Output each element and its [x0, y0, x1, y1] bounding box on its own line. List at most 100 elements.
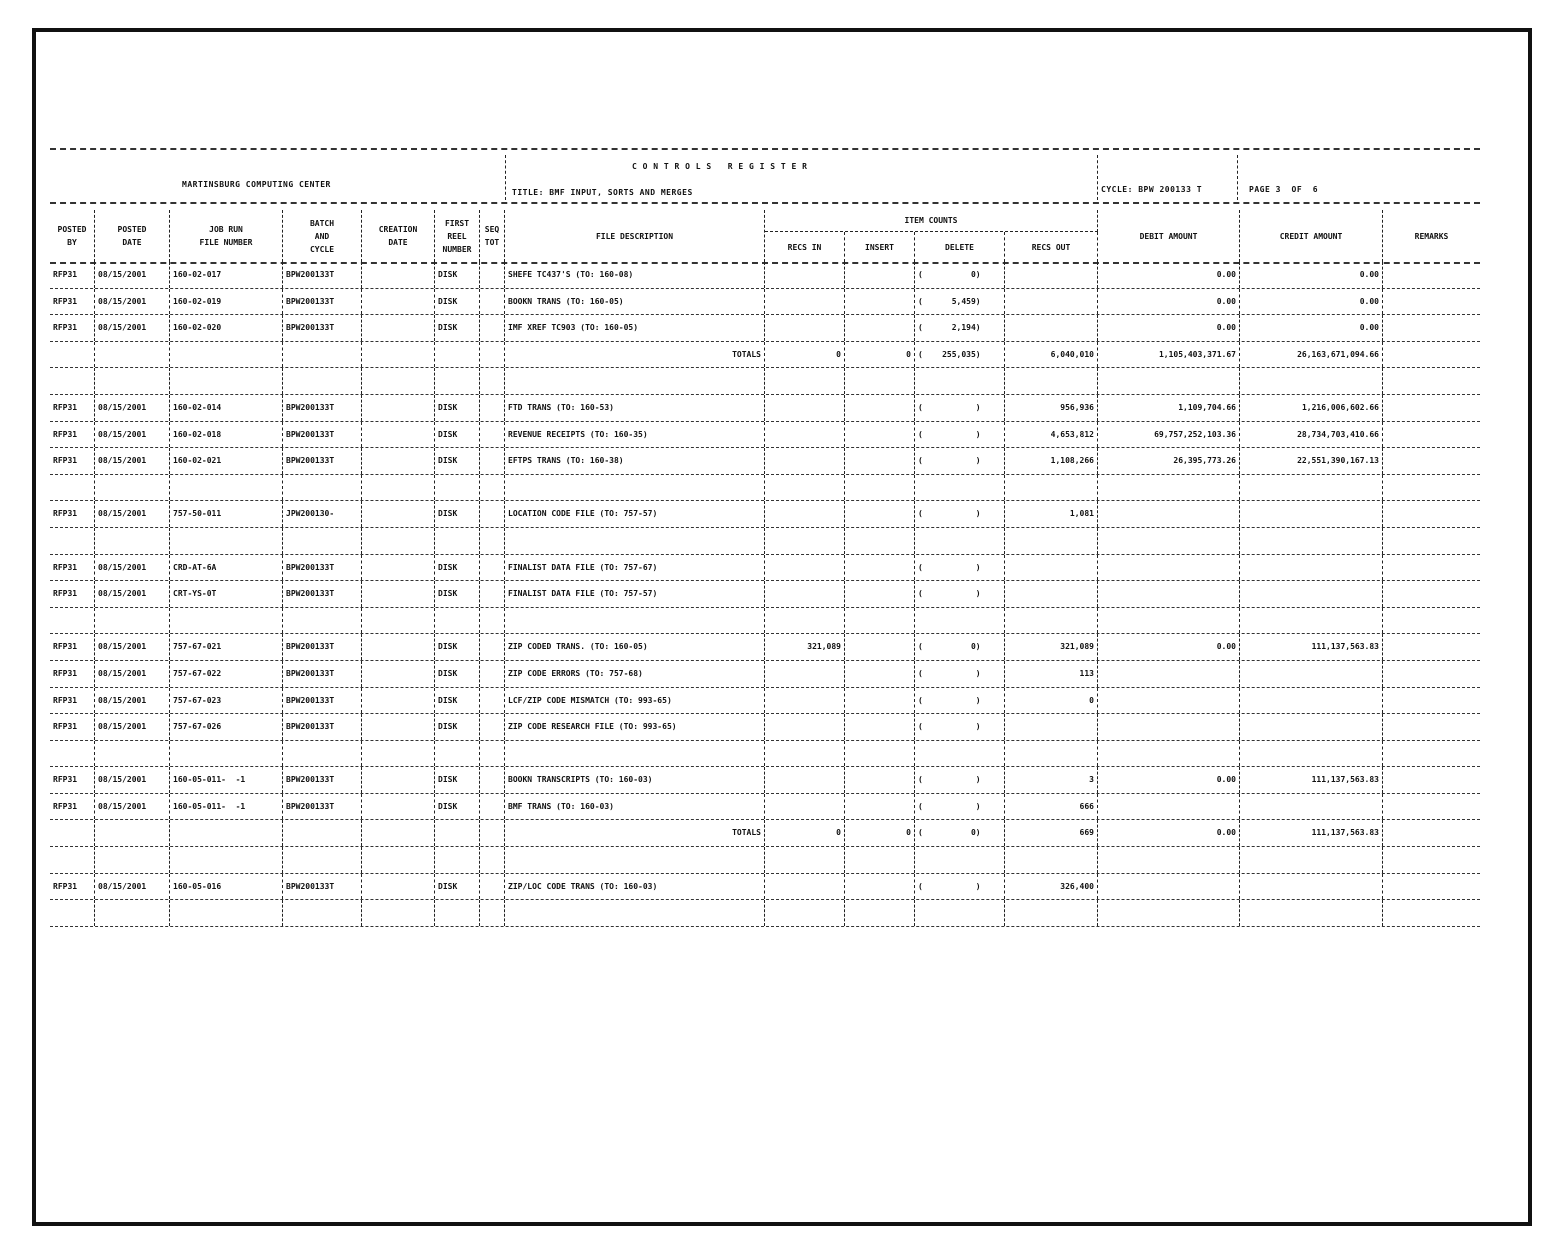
cell-insert [845, 740, 915, 767]
cell-recs-out [1005, 900, 1098, 926]
cell-file-description: TOTALS [505, 341, 765, 368]
cell-creation-date [362, 262, 435, 288]
cell-creation-date [362, 873, 435, 900]
cell-batch-cycle: BPW200133T [283, 554, 362, 581]
cell-creation-date [362, 527, 435, 554]
cell-creation-date [362, 793, 435, 820]
cell-posted-date: 08/15/2001 [95, 262, 170, 288]
cell-job-run-file-number: 160-02-014 [170, 394, 283, 421]
cell-creation-date [362, 501, 435, 527]
cell-remarks [1383, 501, 1480, 527]
cell-remarks [1383, 741, 1480, 767]
cell-recs-in: 0 [765, 341, 845, 368]
cell-seq-tot [480, 767, 505, 793]
cell-recs-in [765, 501, 845, 527]
cell-job-run-file-number: 160-02-019 [170, 288, 283, 315]
cell-file-description [505, 474, 765, 501]
cell-first-reel [435, 474, 480, 501]
cell-posted-by: RFP31 [50, 687, 95, 714]
cell-recs-out: 1,108,266 [1005, 448, 1098, 474]
cell-recs-out [1005, 288, 1098, 315]
cell-debit-amount [1098, 714, 1240, 740]
cell-recs-in: 321,089 [765, 634, 845, 660]
cell-batch-cycle: BPW200133T [283, 793, 362, 820]
cell-remarks [1383, 794, 1480, 820]
table-row: RFP31 08/15/2001 160-05-011- -1 BPW200133T D… [50, 767, 1480, 794]
cell-job-run-file-number: CRT-YS-0T [170, 581, 283, 607]
col-posted-by: POSTED BY [50, 210, 95, 262]
column-header-row: POSTED BY POSTED DATE JOB RUN FILE NUMBER B… [50, 210, 1480, 262]
table-row: RFP31 08/15/2001 160-02-014 BPW200133T DISK F… [50, 394, 1480, 422]
cell-file-description [505, 740, 765, 767]
cell-insert [845, 634, 915, 660]
cell-delete: ( ) [915, 873, 1005, 900]
cell-seq-tot [480, 607, 505, 634]
cell-posted-by [50, 740, 95, 767]
cell-job-run-file-number: 160-02-017 [170, 262, 283, 288]
cell-credit-amount: 22,551,390,167.13 [1240, 448, 1383, 474]
register-table-body: RFP31 08/15/2001 160-02-017 BPW200133T DISK S… [50, 262, 1480, 927]
cell-posted-date [95, 740, 170, 767]
cell-batch-cycle [283, 820, 362, 847]
cell-posted-date: 08/15/2001 [95, 767, 170, 793]
cell-file-description: LCF/ZIP CODE MISMATCH (TO: 993-65) [505, 687, 765, 714]
cell-delete: ( 0) [915, 820, 1005, 847]
cell-batch-cycle: BPW200133T [283, 767, 362, 793]
cell-first-reel: DISK [435, 262, 480, 288]
cell-recs-in [765, 421, 845, 448]
cell-batch-cycle: BPW200133T [283, 288, 362, 315]
cell-batch-cycle: BPW200133T [283, 394, 362, 421]
cell-job-run-file-number: 160-05-016 [170, 873, 283, 900]
cell-first-reel: DISK [435, 554, 480, 581]
cell-remarks [1383, 262, 1480, 288]
cell-credit-amount [1240, 873, 1383, 900]
divider [505, 155, 506, 200]
cell-remarks [1383, 874, 1480, 900]
cell-debit-amount: 0.00 [1098, 767, 1240, 793]
cell-recs-out: 956,936 [1005, 394, 1098, 421]
cell-file-description: EFTPS TRANS (TO: 160-38) [505, 448, 765, 474]
cell-debit-amount [1098, 474, 1240, 501]
cell-insert [845, 581, 915, 607]
cell-recs-out [1005, 262, 1098, 288]
cell-insert [845, 288, 915, 315]
cell-file-description [505, 368, 765, 394]
cell-seq-tot [480, 634, 505, 660]
cell-file-description: BOOKN TRANSCRIPTS (TO: 160-03) [505, 767, 765, 793]
cell-posted-by [50, 368, 95, 394]
cell-first-reel [435, 527, 480, 554]
cell-batch-cycle [283, 740, 362, 767]
cell-remarks [1383, 289, 1480, 315]
cell-file-description [505, 527, 765, 554]
cell-credit-amount [1240, 501, 1383, 527]
cell-first-reel: DISK [435, 581, 480, 607]
cell-first-reel: DISK [435, 687, 480, 714]
col-job-run: JOB RUN FILE NUMBER [170, 210, 283, 262]
cell-first-reel: DISK [435, 288, 480, 315]
cell-recs-out: 4,653,812 [1005, 421, 1098, 448]
cell-batch-cycle [283, 900, 362, 926]
cell-posted-by: RFP31 [50, 660, 95, 687]
col-posted-date: POSTED DATE [95, 210, 170, 262]
cell-insert [845, 448, 915, 474]
cell-recs-out: 3 [1005, 767, 1098, 793]
cell-seq-tot [480, 262, 505, 288]
cell-debit-amount [1098, 900, 1240, 926]
cell-debit-amount: 0.00 [1098, 634, 1240, 660]
cell-credit-amount [1240, 847, 1383, 873]
cell-posted-date: 08/15/2001 [95, 660, 170, 687]
col-credit-amount: CREDIT AMOUNT [1240, 210, 1383, 262]
cell-credit-amount [1240, 900, 1383, 926]
cell-delete [915, 527, 1005, 554]
cell-first-reel: DISK [435, 660, 480, 687]
cell-delete: ( 255,035) [915, 341, 1005, 368]
cell-recs-out: 321,089 [1005, 634, 1098, 660]
cycle-label: CYCLE: BPW 200133 T [1101, 185, 1203, 194]
cell-credit-amount: 0.00 [1240, 288, 1383, 315]
cell-creation-date [362, 394, 435, 421]
cell-file-description [505, 900, 765, 926]
cell-recs-out [1005, 554, 1098, 581]
totals-row: TOTALS 0 0( 0) 669 0.00 111,137,563.83 [50, 820, 1480, 848]
cell-remarks [1383, 688, 1480, 714]
cell-seq-tot [480, 793, 505, 820]
